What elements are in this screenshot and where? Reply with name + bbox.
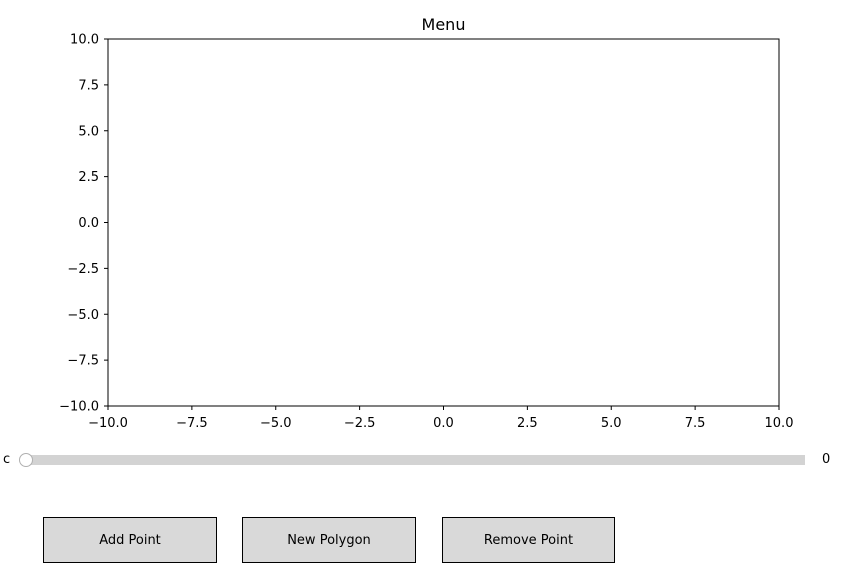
slider-label: c	[3, 452, 11, 467]
plot-figure: Menu −10.0 −7.5 −5.0 −2.5 0.0 2.5 5.0 7.5 10.0 1…	[59, 15, 793, 431]
plot-area[interactable]	[107, 38, 780, 407]
new-polygon-button[interactable]: New Polygon	[242, 517, 416, 563]
x-tick-label: 5.0	[601, 416, 622, 431]
remove-point-button[interactable]: Remove Point	[442, 517, 615, 563]
x-tick-label: 10.0	[765, 416, 794, 431]
y-tick-label: 2.5	[78, 170, 99, 185]
x-tick-label: 7.5	[685, 416, 706, 431]
y-tick-label: −2.5	[67, 262, 99, 277]
x-tick-label: −10.0	[88, 416, 128, 431]
x-axis: −10.0 −7.5 −5.0 −2.5 0.0 2.5 5.0 7.5 10.0	[88, 406, 793, 431]
x-tick-label: 2.5	[517, 416, 538, 431]
y-tick-label: −10.0	[59, 400, 99, 415]
x-tick-label: −5.0	[260, 416, 292, 431]
slider-handle[interactable]	[19, 453, 33, 467]
y-tick-label: 0.0	[78, 216, 99, 231]
y-tick-label: −5.0	[67, 308, 99, 323]
x-tick-label: −7.5	[176, 416, 208, 431]
x-tick-label: 0.0	[433, 416, 454, 431]
slider-track[interactable]	[26, 455, 805, 465]
slider-value: 0	[822, 452, 831, 467]
y-tick-label: −7.5	[67, 354, 99, 369]
y-tick-label: 10.0	[70, 33, 99, 48]
y-axis: 10.0 7.5 5.0 2.5 0.0 −2.5 −5.0 −7.5 −10.0	[59, 33, 108, 415]
add-point-button[interactable]: Add Point	[43, 517, 217, 563]
x-tick-label: −2.5	[344, 416, 376, 431]
plot-title: Menu	[422, 15, 466, 34]
y-tick-label: 5.0	[78, 124, 99, 139]
y-tick-label: 7.5	[78, 78, 99, 93]
